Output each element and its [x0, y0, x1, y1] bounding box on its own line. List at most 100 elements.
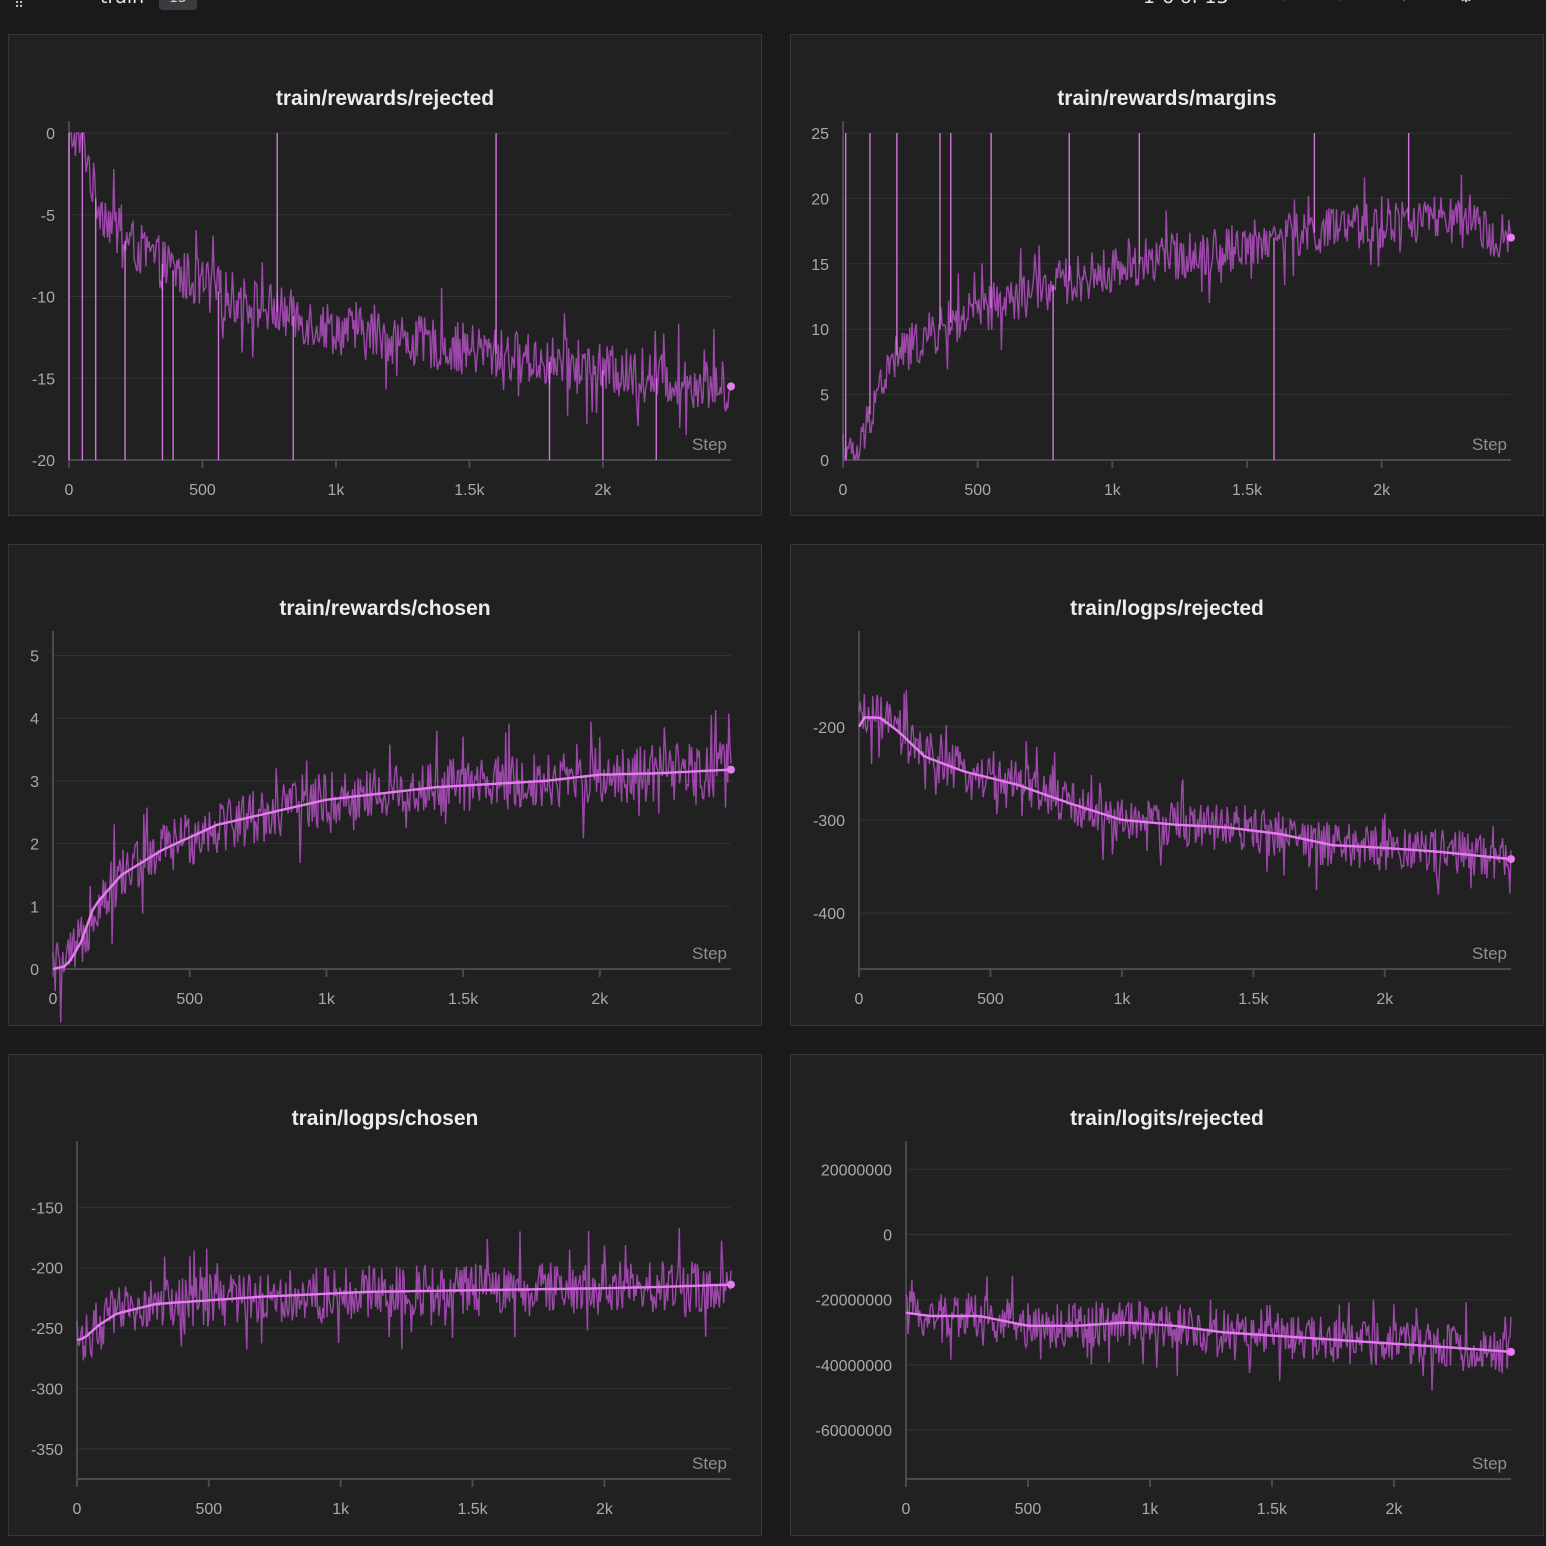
y-tick-label: -5 — [41, 208, 55, 225]
section-title[interactable]: train — [100, 0, 144, 8]
x-tick-label: 500 — [977, 991, 1004, 1008]
x-tick-label: 500 — [189, 482, 216, 499]
smoothed-line — [76, 1283, 732, 1342]
x-tick-label: 0 — [49, 991, 58, 1008]
x-tick-label: 1.5k — [1238, 991, 1269, 1008]
x-tick-label: 0 — [73, 1501, 82, 1518]
x-axis-label: Step — [692, 944, 727, 963]
y-tick-label: -20000000 — [815, 1293, 892, 1310]
next-page-icon[interactable]: › — [1338, 0, 1345, 7]
series-line — [52, 709, 732, 1023]
prev-page-icon[interactable]: ‹ — [1278, 0, 1285, 7]
y-tick-label: 0 — [883, 1228, 892, 1245]
y-tick-label: 5 — [820, 388, 829, 405]
y-tick-label: -40000000 — [815, 1358, 892, 1375]
series-end-point — [1507, 855, 1515, 864]
y-tick-label: 20000000 — [821, 1162, 892, 1179]
chart-panel-rewards-rejected[interactable]: train/rewards/rejected 0 -5 -10 -15 -20 0 500 1… — [8, 34, 762, 516]
y-tick-label: 20 — [811, 191, 829, 208]
y-tick-label: -200 — [31, 1261, 63, 1278]
smoothed-line — [52, 768, 732, 971]
smoothed-line — [857, 716, 1512, 861]
line-chart[interactable]: 0 -5 -10 -15 -20 0 500 1k 1.5k 2k Step — [9, 35, 763, 517]
panel-title: train/logits/rejected — [1070, 1107, 1264, 1130]
series-end-point — [727, 765, 735, 774]
panel-title: train/logps/rejected — [1070, 597, 1264, 620]
chart-panel-rewards-chosen[interactable]: train/rewards/chosen 5 4 3 2 1 0 0 500 1k 1.5k 2k S… — [8, 544, 762, 1026]
line-chart[interactable]: -150 -200 -250 -300 -350 0 500 1k 1.5k 2k Step — [9, 1055, 763, 1537]
x-axis-label: Step — [692, 435, 727, 454]
x-tick-label: 2k — [594, 482, 612, 499]
pin-icon[interactable]: ✎ — [1392, 0, 1407, 7]
panel-title: train/logps/chosen — [291, 1107, 479, 1130]
x-tick-label: 1.5k — [1232, 482, 1263, 499]
y-tick-label: -150 — [31, 1200, 63, 1217]
chart-panel-logits-rejected[interactable]: train/logits/rejected 20000000 0 -20000000… — [790, 1054, 1544, 1536]
x-tick-label: 2k — [596, 1501, 614, 1518]
y-tick-label: -60000000 — [815, 1423, 892, 1440]
x-tick-label: 500 — [176, 991, 203, 1008]
y-tick-label: 0 — [820, 453, 829, 470]
chart-panel-rewards-margins[interactable]: train/rewards/margins 25 20 15 10 5 0 0 500 1k 1.… — [790, 34, 1544, 516]
series-end-point — [1507, 233, 1515, 242]
series-line — [858, 690, 1512, 895]
x-tick-label: 0 — [839, 482, 848, 499]
x-tick-label: 1k — [318, 991, 336, 1008]
series-line — [842, 174, 1512, 461]
series-end-point — [727, 382, 735, 391]
chart-panel-logps-rejected[interactable]: train/logps/rejected -200 -300 -400 0 500 1k 1… — [790, 544, 1544, 1026]
line-chart[interactable]: -200 -300 -400 0 500 1k 1.5k 2k Step — [791, 545, 1545, 1027]
series-line — [76, 1227, 732, 1361]
line-chart[interactable]: 5 4 3 2 1 00 500 1k 1.5k 2k Step — [9, 545, 763, 1027]
panel-title: train/rewards/chosen — [279, 597, 491, 620]
x-axis-label: Step — [1472, 944, 1507, 963]
y-tick-label: -20 — [32, 453, 55, 470]
x-tick-label: 500 — [196, 1501, 223, 1518]
series-line — [905, 1275, 1512, 1391]
x-tick-label: 2k — [591, 991, 609, 1008]
y-tick-label: 3 — [30, 774, 39, 791]
y-tick-label: 1 — [30, 899, 39, 916]
y-tick-label: -15 — [32, 371, 55, 388]
y-tick-label: -300 — [813, 813, 845, 830]
y-tick-label: -400 — [813, 906, 845, 923]
series-end-point — [1507, 1347, 1515, 1356]
x-tick-label: 2k — [1385, 1501, 1403, 1518]
drag-handle-icon[interactable]: ⠿ — [14, 0, 25, 12]
y-tick-label: 0 — [30, 962, 39, 979]
x-tick-label: 1.5k — [454, 482, 485, 499]
smoothed-line — [905, 1311, 1512, 1354]
panel-title: train/rewards/rejected — [275, 87, 495, 110]
x-tick-label: 1k — [332, 1501, 350, 1518]
x-tick-label: 1k — [327, 482, 345, 499]
gear-icon[interactable]: ⚙ — [1458, 0, 1474, 7]
chart-panel-logps-chosen[interactable]: train/logps/chosen -150 -200 -250 -300 -350 0… — [8, 1054, 762, 1536]
series-line — [69, 132, 732, 436]
y-tick-label: 5 — [30, 649, 39, 666]
x-tick-label: 0 — [902, 1501, 911, 1518]
panel-title: train/rewards/margins — [1057, 87, 1277, 110]
panel-count-badge: 13 — [159, 0, 197, 10]
x-axis-label: Step — [1472, 435, 1507, 454]
y-tick-label: -10 — [32, 290, 55, 307]
x-tick-label: 2k — [1373, 482, 1391, 499]
y-tick-label: 4 — [30, 711, 39, 728]
y-tick-label: -200 — [813, 720, 845, 737]
x-tick-label: 0 — [855, 991, 864, 1008]
x-tick-label: 500 — [1015, 1501, 1042, 1518]
section-header: ⠿ train 13 1-6 of 13 ‹ › ✎ ⚙ — [0, 0, 1546, 12]
pagination-label: 1-6 of 13 — [1143, 0, 1229, 8]
x-tick-label: 1k — [1113, 991, 1131, 1008]
y-tick-label: -250 — [31, 1321, 63, 1338]
x-tick-label: 1k — [1141, 1501, 1159, 1518]
y-tick-label: 2 — [30, 837, 39, 854]
y-tick-label: 25 — [811, 126, 829, 143]
x-tick-label: 1.5k — [448, 991, 479, 1008]
x-tick-label: 1k — [1104, 482, 1122, 499]
x-tick-label: 0 — [65, 482, 74, 499]
x-tick-label: 500 — [964, 482, 991, 499]
x-axis-label: Step — [1472, 1454, 1507, 1473]
x-axis-label: Step — [692, 1454, 727, 1473]
line-chart[interactable]: 20000000 0 -20000000 -40000000 -60000000 0 500… — [791, 1055, 1545, 1537]
